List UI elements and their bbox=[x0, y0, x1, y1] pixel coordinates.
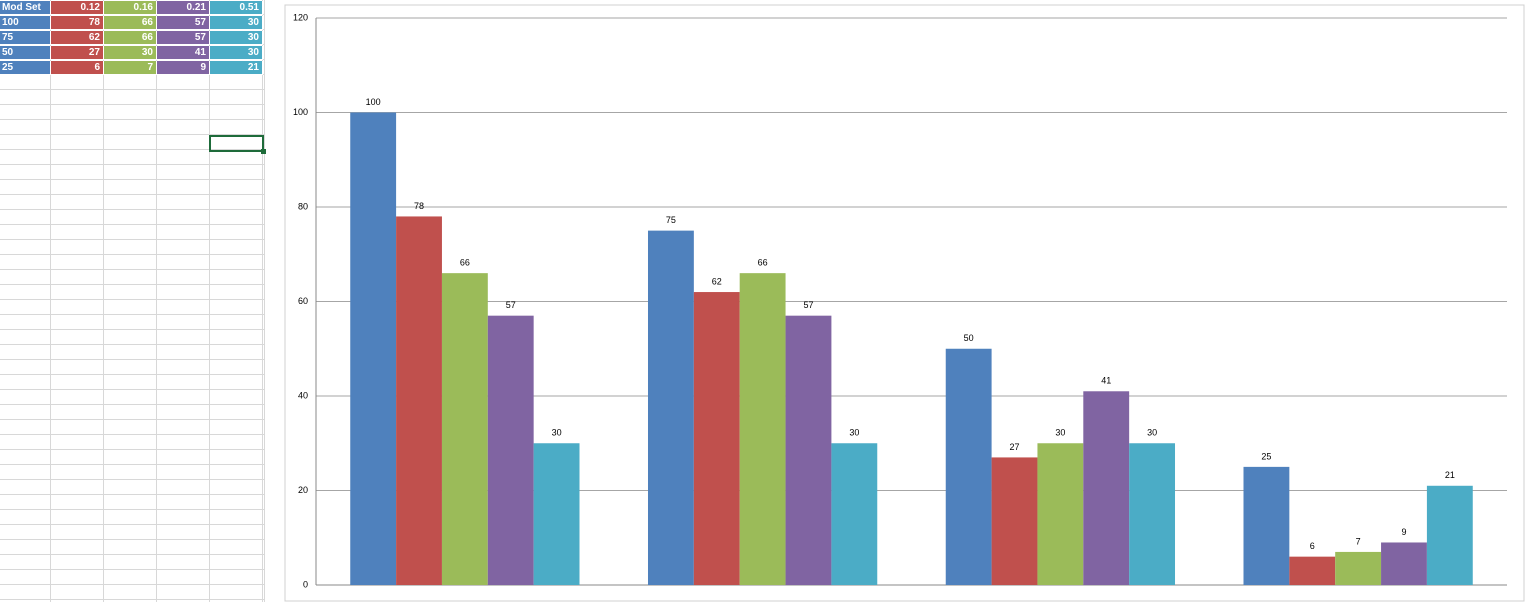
table-cell[interactable]: 41 bbox=[157, 46, 210, 60]
data-label: 100 bbox=[366, 97, 381, 107]
table-cell[interactable]: 66 bbox=[104, 31, 157, 45]
bar bbox=[350, 112, 397, 585]
data-label: 50 bbox=[964, 333, 974, 343]
y-tick-label: 100 bbox=[293, 107, 308, 117]
data-label: 30 bbox=[552, 428, 562, 438]
y-tick-label: 120 bbox=[293, 12, 308, 22]
data-label: 78 bbox=[414, 201, 424, 211]
table-cell[interactable]: 78 bbox=[51, 16, 104, 30]
data-label: 41 bbox=[1101, 376, 1111, 386]
table-cell[interactable]: 21 bbox=[210, 61, 263, 75]
y-tick-label: 80 bbox=[298, 201, 308, 211]
data-label: 9 bbox=[1401, 527, 1406, 537]
table-cell[interactable]: 9 bbox=[157, 61, 210, 75]
table-cell[interactable]: 57 bbox=[157, 31, 210, 45]
header-cell[interactable]: 0.16 bbox=[104, 1, 157, 15]
y-tick-label: 0 bbox=[303, 579, 308, 589]
bar bbox=[1335, 551, 1382, 585]
bar bbox=[1289, 556, 1336, 585]
bar bbox=[785, 315, 832, 585]
data-label: 27 bbox=[1010, 442, 1020, 452]
table-cell[interactable]: 66 bbox=[104, 16, 157, 30]
data-label: 66 bbox=[460, 258, 470, 268]
data-label: 30 bbox=[849, 428, 859, 438]
y-tick-label: 40 bbox=[298, 390, 308, 400]
data-label: 25 bbox=[1261, 451, 1271, 461]
bar bbox=[441, 273, 488, 585]
bar bbox=[1381, 542, 1427, 585]
bar bbox=[991, 457, 1038, 585]
header-cell[interactable]: 0.12 bbox=[51, 1, 104, 15]
y-tick-label: 60 bbox=[298, 296, 308, 306]
table-cell[interactable]: 30 bbox=[104, 46, 157, 60]
bar bbox=[1083, 391, 1130, 585]
header-cell[interactable]: 0.21 bbox=[157, 1, 210, 15]
selected-cell[interactable] bbox=[209, 135, 266, 154]
data-label: 30 bbox=[1055, 428, 1065, 438]
bar bbox=[1129, 443, 1176, 585]
bar bbox=[1426, 485, 1473, 585]
bar bbox=[533, 443, 580, 585]
data-label: 75 bbox=[666, 215, 676, 225]
table-cell[interactable]: 7 bbox=[104, 61, 157, 75]
header-cell[interactable]: Mod Set bbox=[0, 1, 51, 15]
bar bbox=[1243, 466, 1290, 585]
bar bbox=[396, 216, 442, 585]
table-cell[interactable]: 30 bbox=[210, 31, 263, 45]
bar bbox=[487, 315, 534, 585]
data-label: 66 bbox=[758, 258, 768, 268]
table-cell[interactable]: 30 bbox=[210, 46, 263, 60]
data-label: 7 bbox=[1356, 536, 1361, 546]
data-label: 57 bbox=[803, 300, 813, 310]
bar bbox=[831, 443, 878, 585]
bar bbox=[739, 273, 786, 585]
bar bbox=[945, 348, 992, 585]
table-cell[interactable]: 50 bbox=[0, 46, 51, 60]
data-label: 62 bbox=[712, 276, 722, 286]
bar bbox=[693, 292, 740, 585]
table-cell[interactable]: 27 bbox=[51, 46, 104, 60]
data-label: 57 bbox=[506, 300, 516, 310]
data-label: 30 bbox=[1147, 428, 1157, 438]
table-cell[interactable]: 30 bbox=[210, 16, 263, 30]
table-cell[interactable]: 75 bbox=[0, 31, 51, 45]
table-cell[interactable]: 100 bbox=[0, 16, 51, 30]
bar bbox=[1037, 443, 1084, 585]
data-label: 6 bbox=[1310, 541, 1315, 551]
spreadsheet-grid bbox=[0, 0, 265, 602]
data-label: 21 bbox=[1445, 470, 1455, 480]
table-cell[interactable]: 6 bbox=[51, 61, 104, 75]
header-cell[interactable]: 0.51 bbox=[210, 1, 263, 15]
y-tick-label: 20 bbox=[298, 485, 308, 495]
bar bbox=[647, 230, 694, 585]
table-cell[interactable]: 57 bbox=[157, 16, 210, 30]
table-cell[interactable]: 62 bbox=[51, 31, 104, 45]
table-cell[interactable]: 25 bbox=[0, 61, 51, 75]
